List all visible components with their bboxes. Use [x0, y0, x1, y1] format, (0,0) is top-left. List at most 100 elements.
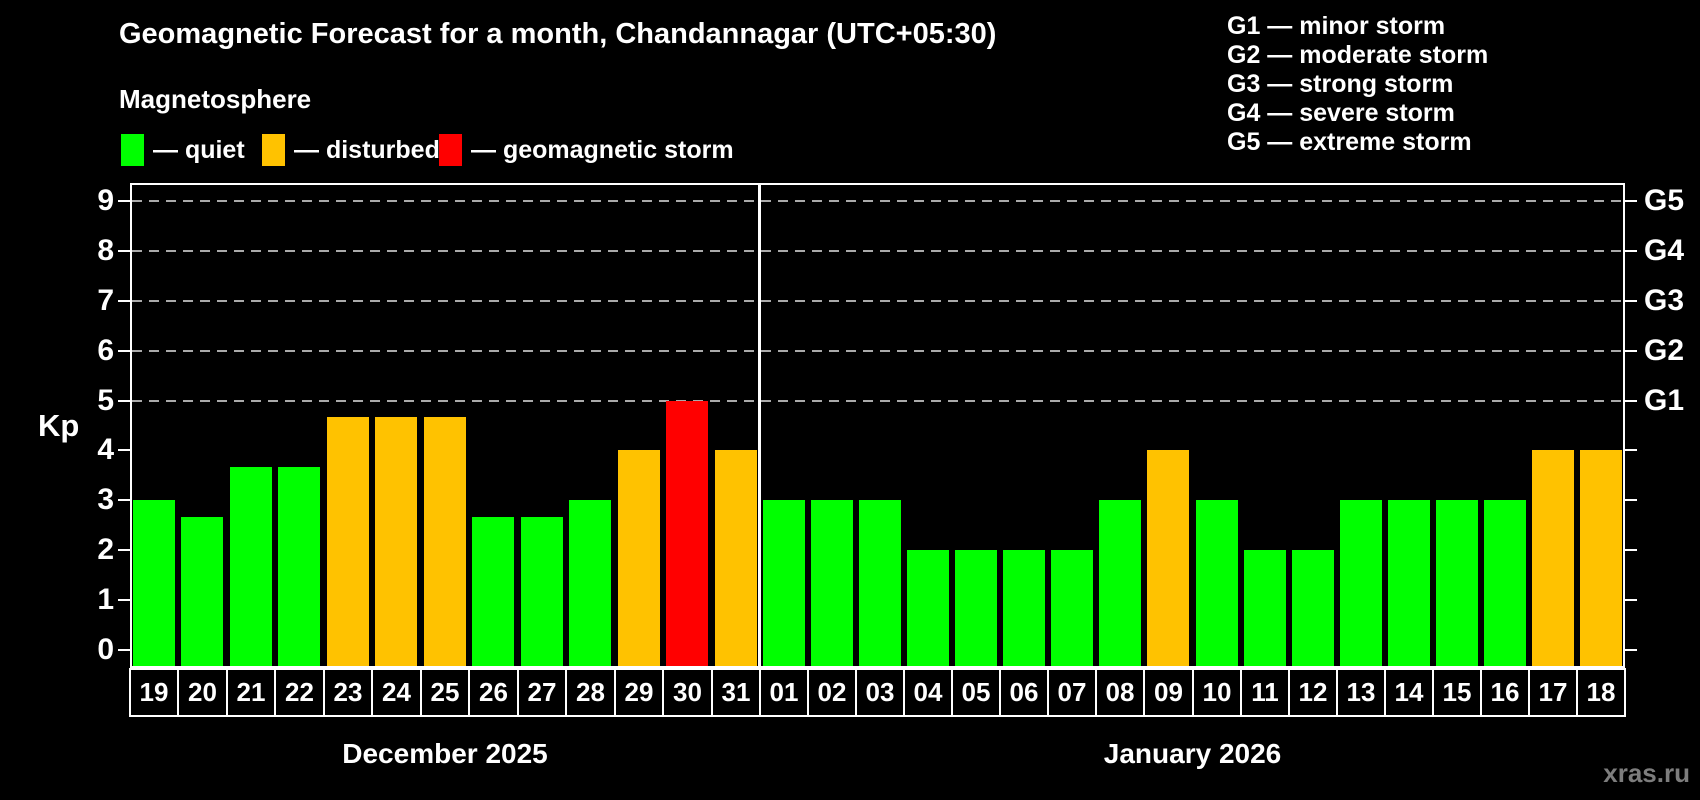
date-cell: 26	[468, 668, 519, 717]
gridline-kp5	[132, 400, 1623, 402]
date-cell: 03	[855, 668, 905, 717]
kp-bar	[1051, 550, 1093, 666]
chart-subtitle: Magnetosphere	[119, 84, 312, 114]
date-cell: 19	[129, 668, 179, 717]
legend-label-quiet: — quiet	[153, 135, 245, 164]
kp-bar	[521, 517, 563, 666]
g-tick-label: G4	[1644, 234, 1685, 267]
kp-bar	[1340, 500, 1382, 666]
date-cell: 05	[951, 668, 1001, 717]
storm-color-swatch	[439, 134, 462, 166]
date-cell: 25	[420, 668, 470, 717]
y-axis-tick-left	[118, 649, 130, 651]
y-axis-tick-left	[118, 599, 130, 601]
date-cell: 21	[226, 668, 276, 717]
y-axis-tick-left	[118, 200, 130, 202]
y-axis-tick-right	[1625, 649, 1637, 651]
gridline-kp8	[132, 250, 1623, 252]
kp-bar	[715, 450, 757, 666]
y-axis-tick-left	[118, 300, 130, 302]
date-cell: 13	[1336, 668, 1386, 717]
date-cell: 06	[999, 668, 1049, 717]
kp-bar	[811, 500, 853, 666]
gridline-kp7	[132, 300, 1623, 302]
y-tick-label: 3	[97, 483, 114, 516]
kp-bar	[1580, 450, 1622, 666]
month-label: December 2025	[342, 738, 548, 769]
legend-label-storm: — geomagnetic storm	[471, 135, 734, 164]
date-cell: 18	[1576, 668, 1626, 717]
kp-bar	[763, 500, 805, 666]
date-cell: 10	[1192, 668, 1242, 717]
page-title: Geomagnetic Forecast for a month, Chanda…	[119, 18, 997, 50]
g-scale-legend: G1 — minor storm G2 — moderate storm G3 …	[1227, 12, 1488, 157]
g-legend-line-g3: G3 — strong storm	[1227, 70, 1454, 98]
g-legend-line-g2: G2 — moderate storm	[1227, 41, 1489, 69]
date-cell: 20	[177, 668, 228, 717]
date-cell: 02	[807, 668, 857, 717]
date-cell: 23	[323, 668, 373, 717]
date-cell: 30	[662, 668, 713, 717]
y-axis-tick-right	[1625, 499, 1637, 501]
kp-bar	[1244, 550, 1286, 666]
kp-bar	[955, 550, 997, 666]
y-tick-label: 7	[97, 284, 114, 317]
date-cell: 09	[1143, 668, 1194, 717]
legend-item-quiet: — quiet	[121, 133, 245, 167]
date-cell: 14	[1384, 668, 1434, 717]
y-tick-label: 4	[97, 433, 114, 466]
y-axis-tick-right	[1625, 350, 1637, 352]
y-tick-label: 8	[97, 234, 114, 267]
legend-item-storm: — geomagnetic storm	[439, 133, 734, 167]
date-cell: 29	[614, 668, 664, 717]
date-cell: 11	[1240, 668, 1290, 717]
y-axis-tick-right	[1625, 250, 1637, 252]
g-legend-line-g4: G4 — severe storm	[1227, 99, 1455, 127]
date-cell: 08	[1095, 668, 1145, 717]
legend-item-disturbed: — disturbed	[262, 133, 440, 167]
date-cell: 22	[274, 668, 325, 717]
y-axis-tick-right	[1625, 400, 1637, 402]
kp-bar	[569, 500, 611, 666]
quiet-color-swatch	[121, 134, 144, 166]
kp-bar	[230, 467, 272, 666]
date-cell: 17	[1528, 668, 1578, 717]
y-tick-label: 6	[97, 334, 114, 367]
date-cell: 12	[1288, 668, 1338, 717]
date-cell: 15	[1432, 668, 1482, 717]
date-cell: 04	[903, 668, 953, 717]
g-legend-line-g1: G1 — minor storm	[1227, 12, 1446, 40]
kp-bar	[1532, 450, 1574, 666]
date-cell: 07	[1047, 668, 1097, 717]
kp-bar	[181, 517, 223, 666]
gridline-kp6	[132, 350, 1623, 352]
kp-bar	[1484, 500, 1526, 666]
gridline-kp9	[132, 200, 1623, 202]
month-separator	[758, 185, 761, 666]
kp-bar	[1292, 550, 1334, 666]
y-axis-tick-right	[1625, 599, 1637, 601]
date-cell: 28	[565, 668, 616, 717]
kp-bar	[1147, 450, 1189, 666]
kp-bar	[327, 417, 369, 666]
kp-bar	[424, 417, 466, 666]
y-tick-label: 9	[97, 184, 114, 217]
date-cell: 01	[759, 668, 809, 717]
date-cell: 31	[711, 668, 761, 717]
kp-bar	[1436, 500, 1478, 666]
y-axis-tick-left	[118, 549, 130, 551]
y-axis-tick-right	[1625, 300, 1637, 302]
y-axis-tick-left	[118, 400, 130, 402]
watermark: xras.ru	[1603, 758, 1690, 788]
kp-bar	[1388, 500, 1430, 666]
disturbed-color-swatch	[262, 134, 285, 166]
y-tick-label: 0	[97, 633, 114, 666]
kp-bar	[618, 450, 660, 666]
kp-bar	[907, 550, 949, 666]
kp-bar	[1003, 550, 1045, 666]
kp-bar	[278, 467, 320, 666]
y-axis-tick-left	[118, 250, 130, 252]
kp-bar	[859, 500, 901, 666]
kp-bar	[133, 500, 175, 666]
